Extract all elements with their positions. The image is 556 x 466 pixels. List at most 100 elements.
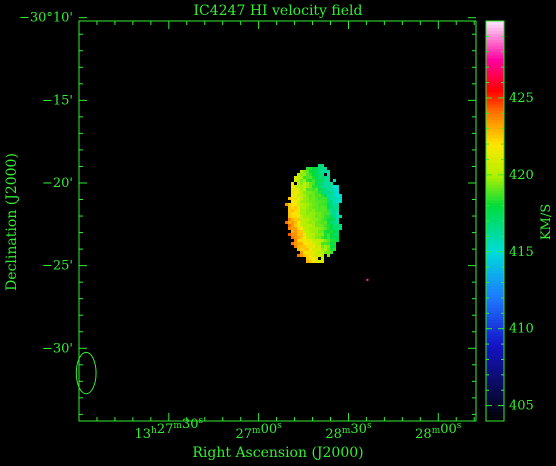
velocity-pixel [306,212,309,215]
velocity-pixel [336,221,339,224]
velocity-pixel [333,194,336,197]
velocity-pixel [312,185,315,188]
velocity-pixel [297,191,300,194]
velocity-pixel [315,242,318,245]
velocity-pixel [312,227,315,230]
velocity-pixel [291,194,294,197]
velocity-pixel [321,260,324,263]
x-axis-label: Right Ascension (J2000) [192,445,363,461]
velocity-pixel [309,260,312,263]
velocity-pixel [303,179,306,182]
velocity-pixel [321,233,324,236]
velocity-pixel [312,194,315,197]
velocity-pixel [309,176,312,179]
velocity-pixel [318,218,321,221]
velocity-pixel [309,236,312,239]
velocity-pixel [315,227,318,230]
velocity-pixel [312,176,315,179]
velocity-pixel [300,200,303,203]
colorbar-segment [486,242,504,247]
colorbar-segment [486,251,504,256]
velocity-pixel [321,221,324,224]
velocity-pixel [318,254,321,257]
velocity-pixel [315,182,318,185]
velocity-pixel [321,182,324,185]
velocity-pixel [315,179,318,182]
velocity-pixel [327,242,330,245]
velocity-pixel [318,215,321,218]
colorbar-segment [486,137,504,142]
velocity-pixel [294,239,297,242]
velocity-pixel [306,233,309,236]
velocity-pixel [303,233,306,236]
velocity-pixel [321,197,324,200]
velocity-pixel [324,179,327,182]
colorbar-segment [486,174,504,179]
velocity-pixel [303,206,306,209]
velocity-pixel [294,245,297,248]
velocity-pixel [291,197,294,200]
colorbar-segment [486,261,504,265]
velocity-pixel [300,170,303,173]
colorbar-segment [486,168,504,173]
velocity-pixel [333,191,336,194]
velocity-pixel [336,236,339,239]
velocity-pixel [309,173,312,176]
velocity-pixel [330,215,333,218]
velocity-pixel [306,242,309,245]
velocity-pixel [321,242,324,245]
velocity-pixel [324,188,327,191]
colorbar-segment [486,54,504,59]
velocity-pixel [303,197,306,200]
colorbar-segment [486,73,504,77]
velocity-pixel [321,179,324,182]
velocity-pixel [312,197,315,200]
colorbar-segment [486,285,504,290]
colorbar-segment [486,67,504,71]
colorbar-segment [486,97,504,102]
velocity-pixel [333,236,336,239]
colorbar-segment [486,350,504,354]
colorbar-segment [486,57,504,62]
colorbar-segment [486,236,504,241]
velocity-pixel [333,209,336,212]
velocity-pixel [309,179,312,182]
y-tick-label: −30' [42,341,73,356]
velocity-pixel [333,239,336,242]
colorbar-segment [486,257,504,262]
colorbar-segment [486,384,504,388]
colorbar-segment [486,156,504,161]
velocity-pixel [306,188,309,191]
velocity-pixel [288,221,291,224]
velocity-pixel [327,170,330,173]
colorbar-segment [486,64,504,68]
velocity-pixel [291,236,294,239]
velocity-pixel [303,185,306,188]
colorbar-segment [486,276,504,281]
velocity-pixel [327,227,330,230]
velocity-pixel [291,224,294,227]
y-tick-label: −25' [42,259,73,274]
velocity-pixel [324,251,327,254]
velocity-pixel [309,224,312,227]
velocity-pixel [324,176,327,179]
velocity-pixel [324,230,327,233]
velocity-pixel [312,179,315,182]
velocity-pixel [321,173,324,176]
velocity-pixel [324,236,327,239]
velocity-pixel [300,236,303,239]
velocity-pixel [297,194,300,197]
colorbar-segment [486,301,504,305]
velocity-pixel [327,203,330,206]
velocity-pixel [312,245,315,248]
velocity-pixel [318,224,321,227]
velocity-pixel [300,248,303,251]
colorbar-label: KM/S [539,204,554,240]
velocity-pixel [306,251,309,254]
velocity-pixel [336,233,339,236]
velocity-pixel [309,215,312,218]
velocity-pixel [333,230,336,233]
velocity-pixel [300,176,303,179]
velocity-pixel [330,209,333,212]
velocity-pixel [327,254,330,257]
